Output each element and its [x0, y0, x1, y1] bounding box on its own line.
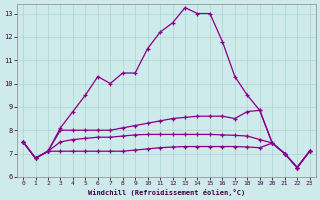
X-axis label: Windchill (Refroidissement éolien,°C): Windchill (Refroidissement éolien,°C) [88, 189, 245, 196]
